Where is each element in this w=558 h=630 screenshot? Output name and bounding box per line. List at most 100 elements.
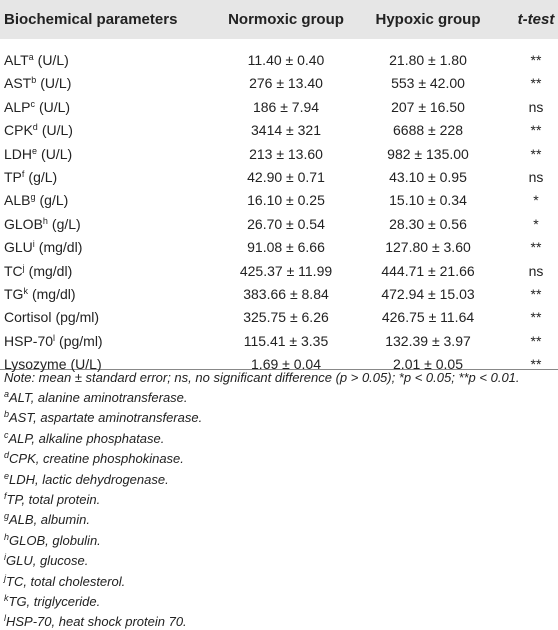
unit: (U/L) [41, 145, 73, 162]
header-cell: Normoxic group [228, 11, 344, 28]
normoxic-value: 383.66 ± 8.84 [243, 286, 329, 302]
ttest-value: ** [530, 332, 542, 349]
unit: (U/L) [70, 356, 102, 373]
hypoxic-value: 2.01 ± 0.05 [393, 356, 463, 373]
parameter-name: HSP-70 [4, 332, 54, 349]
unit: (U/L) [37, 52, 69, 68]
ttest-value: ** [530, 52, 542, 68]
ttest-value: ** [530, 286, 542, 302]
ttest-value: ** [530, 239, 542, 256]
footnote-text: ALB, albumin. [9, 512, 90, 528]
parameter-name: TP [4, 169, 22, 185]
hypoxic-value: 553 ± 42.00 [391, 75, 465, 92]
normoxic-value: 16.10 ± 0.25 [247, 192, 325, 209]
normoxic-value: 26.70 ± 0.54 [247, 215, 325, 232]
footnote: iGLU, glucose. [4, 553, 88, 569]
footnote-marker: b [4, 409, 10, 420]
footnote-marker: g [4, 511, 10, 522]
normoxic-value: 11.40 ± 0.40 [247, 52, 325, 68]
ttest-value: ** [530, 309, 542, 326]
parameter-name: LDH [4, 145, 33, 162]
normoxic-value: 213 ± 13.60 [249, 145, 323, 162]
footnote-text: TP, total protein. [6, 492, 101, 507]
footnote-text: LDH, lactic dehydrogenase. [9, 471, 169, 487]
footnote-text: GLOB, globulin. [9, 532, 101, 548]
footnote-marker: h [42, 215, 48, 226]
ttest-value: * [533, 215, 539, 232]
header-cell: t-test [517, 11, 555, 28]
normoxic-value: 186 ± 7.94 [252, 98, 320, 115]
parameter-name: TC [4, 262, 23, 279]
footnote-text: AST, aspartate aminotransferase. [9, 410, 203, 426]
hypoxic-value: 28.30 ± 0.56 [389, 215, 467, 232]
footnote: eLDH, lactic dehydrogenase. [4, 471, 169, 488]
footnote-marker: i [32, 239, 35, 250]
row-label: ALBg (g/L) [4, 191, 68, 209]
hypoxic-value: 207 ± 16.50 [391, 98, 465, 115]
footnote-marker: l [53, 332, 56, 343]
ttest-value: ** [530, 145, 542, 162]
row-label: TCj (mg/dl) [4, 262, 72, 280]
normoxic-value: 115.41 ± 3.35 [243, 332, 329, 349]
footnote: hGLOB, globulin. [4, 532, 101, 549]
ttest-value: ** [530, 75, 542, 92]
parameter-name: CPK [4, 122, 33, 139]
ttest-value: ns [528, 98, 544, 115]
footnote-marker: j [22, 262, 25, 273]
unit: (pg/ml) [59, 332, 103, 349]
parameter-name: Cortisol [4, 309, 52, 326]
row-label: TPf (g/L) [4, 168, 57, 186]
hypoxic-value: 6688 ± 228 [393, 122, 463, 139]
hypoxic-value: 426.75 ± 11.64 [381, 309, 475, 326]
footnote-marker: l [4, 613, 6, 624]
header-cell: Biochemical parameters [4, 11, 178, 28]
footnote-text: ALP, alkaline phosphatase. [8, 430, 165, 446]
footnote-marker: f [21, 169, 25, 179]
ttest-value: ** [530, 122, 542, 139]
normoxic-value: 1.69 ± 0.04 [251, 356, 321, 373]
footnote-text: HSP-70, heat shock protein 70. [6, 614, 187, 630]
unit: (pg/ml) [55, 309, 100, 326]
parameter-name: ALB [4, 192, 31, 209]
parameter-name: AST [4, 75, 32, 92]
footnote: dCPK, creatine phosphokinase. [4, 451, 184, 467]
row-label: LDHe (U/L) [4, 145, 72, 163]
footnote-marker: e [32, 145, 38, 156]
hypoxic-value: 132.39 ± 3.97 [385, 332, 471, 349]
row-label: ASTb (U/L) [4, 74, 71, 92]
unit: (U/L) [38, 98, 71, 115]
parameter-name: Lysozyme [4, 356, 67, 373]
hypoxic-value: 472.94 ± 15.03 [381, 286, 475, 302]
footnote: fTP, total protein. [4, 492, 100, 508]
parameter-name: ALP [4, 98, 31, 115]
parameter-name: ALT [4, 52, 29, 68]
table-note: Note: mean ± standard error; ns, no sign… [4, 370, 520, 385]
footnote-marker: c [4, 429, 9, 440]
ttest-value: * [533, 192, 539, 209]
hypoxic-value: 21.80 ± 1.80 [389, 52, 467, 68]
normoxic-value: 91.08 ± 6.66 [247, 239, 325, 256]
row-label: ALPc (U/L) [4, 98, 70, 116]
footnote: kTG, triglyceride. [4, 594, 100, 610]
footnote-marker: d [4, 450, 10, 461]
footnote: jTC, total cholesterol. [4, 573, 125, 590]
ttest-value: ns [528, 262, 544, 279]
row-label: CPKd (U/L) [4, 121, 73, 139]
footnote-text: CPK, creatine phosphokinase. [9, 451, 184, 467]
unit: (U/L) [40, 75, 72, 92]
row-label: ALTa (U/L) [4, 51, 69, 69]
unit: (mg/dl) [28, 262, 73, 279]
unit: (g/L) [28, 169, 58, 185]
row-label: Cortisol (pg/ml) [4, 308, 99, 326]
parameter-name: GLOB [4, 215, 43, 232]
footnote-marker: k [4, 593, 9, 603]
footnote-marker: c [30, 98, 35, 109]
hypoxic-value: 15.10 ± 0.34 [389, 192, 467, 209]
normoxic-value: 3414 ± 321 [251, 122, 321, 139]
row-label: GLOBh (g/L) [4, 215, 81, 233]
table-bottom-rule [0, 369, 558, 370]
footnote-marker: g [30, 192, 36, 203]
row-label: TGk (mg/dl) [4, 285, 76, 303]
row-label: Lysozyme (U/L) [4, 355, 102, 373]
hypoxic-value: 444.71 ± 21.66 [381, 262, 475, 279]
